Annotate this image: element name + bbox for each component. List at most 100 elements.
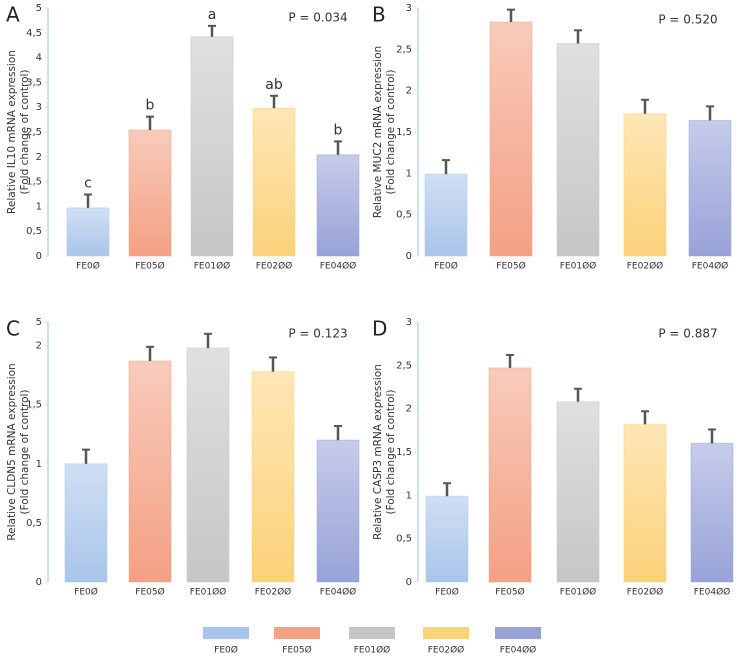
y-tick-label: 4,5 [26,28,42,39]
y-tick-label: 3 [406,3,412,14]
x-tick-label: FE0Ø [434,261,458,272]
x-tick-label: FE01ØØ [560,261,596,272]
legend-swatch [495,627,541,639]
y-tick-label: 1 [36,459,42,470]
y-tick-label: 0,5 [396,534,412,545]
bar [623,113,667,257]
y-tick-label: 2 [406,404,412,415]
y-tick-label: 0,5 [396,210,412,221]
x-tick-label: FE02ØØ [256,261,292,272]
panel-label: D [372,317,387,341]
x-tick-label: FE04ØØ [320,261,356,272]
significance-letter: b [334,122,343,138]
y-tick-label: 0 [36,251,42,262]
p-value: P = 0.520 [658,13,717,27]
y-tick-label: 5 [36,3,42,14]
y-axis-title: (Fold change of control) [385,69,397,194]
x-tick-label: FE05Ø [135,261,164,272]
x-tick-label: FE02ØØ [627,261,663,272]
y-tick-label: 0,5 [26,518,42,529]
legend-label: FE05Ø [282,645,311,656]
y-tick-label: 2 [406,86,412,97]
y-tick-label: 4 [36,53,42,64]
legend-swatch [203,627,249,639]
y-axis-title: Relative MUC2 mRNA expression [372,46,384,218]
y-axis-title: Relative CASP3 mRNA expression [372,364,384,540]
panel-label: A [6,3,20,27]
y-tick-label: 0 [36,577,42,588]
p-value: P = 0.887 [658,327,717,341]
bar [425,495,469,583]
x-tick-label: FE02ØØ [627,587,663,598]
y-tick-label: 3 [36,102,42,113]
legend-swatch [349,627,395,639]
y-axis-title: (Fold change of control) [385,389,397,514]
y-tick-label: 5 [36,317,42,328]
bar [556,401,600,583]
bar [424,173,468,257]
x-tick-label: FE0Ø [435,587,459,598]
y-tick-label: 1 [36,201,42,212]
y-tick-label: 1,5 [26,177,42,188]
y-tick-label: 2,5 [396,360,412,371]
y-tick-label: 1 [406,490,412,501]
y-tick-label: 1,5 [396,127,412,138]
legend-swatch [423,627,469,639]
y-axis-title: Relative CLDN5 mRNA expression [6,363,18,540]
y-tick-label: 2,5 [396,44,412,55]
x-tick-label: FE0Ø [76,261,100,272]
bar [489,21,533,257]
bar [488,367,532,583]
y-tick-label: 0,5 [26,226,42,237]
y-tick-label: 1,5 [26,400,42,411]
bar [128,129,172,257]
x-tick-label: FE0Ø [74,587,98,598]
legend-swatch [274,627,320,639]
bar [190,36,234,257]
y-tick-label: 2 [36,152,42,163]
y-tick-label: 1,5 [396,447,412,458]
significance-letter: a [208,7,217,23]
panel-label: C [6,317,20,341]
panel-label: B [372,3,386,27]
bar [186,347,230,583]
y-tick-label: 3 [406,317,412,328]
x-tick-label: FE04ØØ [694,587,730,598]
legend-label: FE0Ø [214,645,238,656]
bar [128,360,172,583]
y-axis-title: (Fold change of control) [19,69,31,194]
x-tick-label: FE02ØØ [255,587,291,598]
bar [64,463,108,583]
bar [556,43,600,257]
bar [688,119,732,257]
bar [316,439,360,583]
legend-label: FE04ØØ [500,645,536,656]
bar [252,107,296,257]
p-value: P = 0.123 [288,327,347,341]
y-tick-label: 2,5 [26,127,42,138]
bar [316,154,360,257]
p-value: P = 0.034 [288,11,347,25]
significance-letter: b [146,98,155,114]
y-tick-label: 1 [406,168,412,179]
x-tick-label: FE05Ø [135,587,164,598]
bar [690,442,734,583]
bar [66,207,110,257]
x-tick-label: FE05Ø [495,587,524,598]
x-tick-label: FE05Ø [496,261,525,272]
y-tick-label: 2 [36,341,42,352]
x-tick-label: FE04ØØ [320,587,356,598]
y-axis-title: Relative IL10 mRNA expression [6,50,18,214]
bar [251,371,295,583]
legend-label: FE01ØØ [354,645,390,656]
x-tick-label: FE01ØØ [560,587,596,598]
bar [623,423,667,583]
x-tick-label: FE01ØØ [190,587,226,598]
significance-letter: c [84,175,92,191]
significance-letter: ab [265,77,283,93]
y-tick-label: 3,5 [26,77,42,88]
y-tick-label: 0 [406,251,412,262]
legend-label: FE02ØØ [428,645,464,656]
y-axis-title: (Fold change of control) [19,389,31,514]
